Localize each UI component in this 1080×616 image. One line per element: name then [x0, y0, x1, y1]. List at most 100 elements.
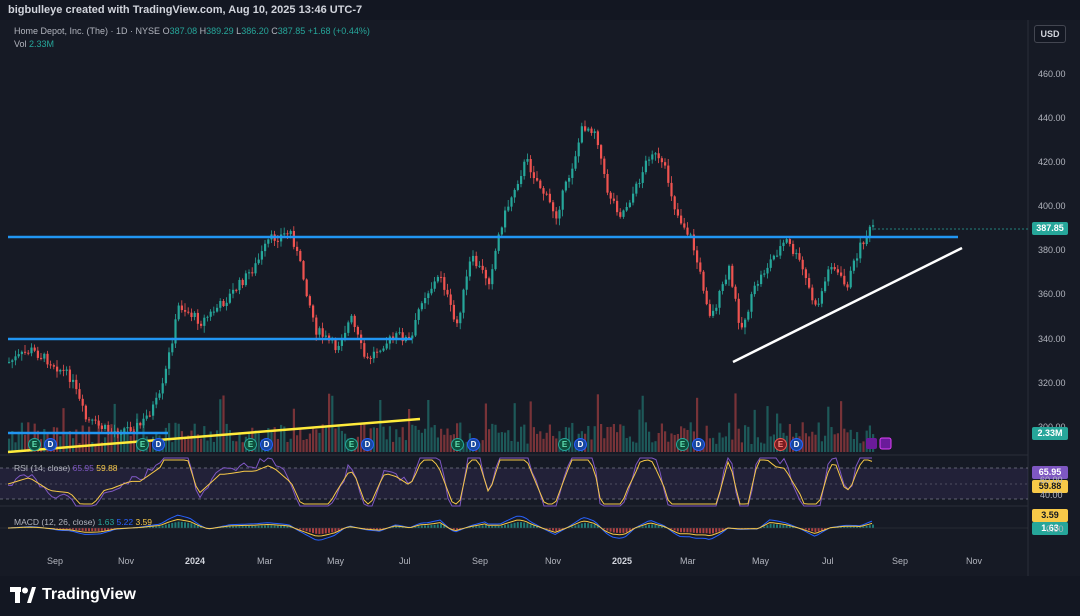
- candle-body: [177, 305, 180, 320]
- candle-body: [577, 142, 580, 157]
- volume-bar: [91, 442, 94, 452]
- macd-histogram-bar: [84, 528, 87, 532]
- macd-histogram-bar: [104, 528, 106, 531]
- volume-bar: [206, 440, 209, 452]
- price-chart-svg[interactable]: [0, 0, 1080, 576]
- earnings-marker[interactable]: E: [774, 438, 787, 451]
- macd-histogram-bar: [148, 526, 151, 528]
- volume-bar: [276, 438, 279, 452]
- macd-histogram-bar: [504, 525, 506, 528]
- dividend-marker[interactable]: D: [790, 438, 803, 451]
- candle-body: [465, 276, 468, 290]
- volume-bar: [168, 423, 171, 452]
- macd-histogram-bar: [673, 528, 676, 531]
- macd-histogram-bar: [852, 526, 855, 528]
- earnings-marker[interactable]: E: [676, 438, 689, 451]
- candle-body: [155, 397, 158, 405]
- macd-histogram-bar: [856, 526, 858, 528]
- macd-histogram-bar: [427, 525, 430, 528]
- tradingview-logo[interactable]: TradingView: [10, 584, 136, 606]
- earnings-marker[interactable]: E: [28, 438, 41, 451]
- candle-body: [686, 227, 689, 235]
- macd-histogram-bar: [334, 528, 337, 532]
- volume-bar: [596, 394, 599, 452]
- macd-histogram-bar: [97, 528, 100, 531]
- macd-histogram-bar: [488, 525, 490, 528]
- rsi-legend: RSI (14, close) 65.95 59.88: [14, 463, 118, 473]
- dividend-marker[interactable]: D: [152, 438, 165, 451]
- candle-body: [488, 278, 491, 285]
- macd-histogram-bar: [644, 525, 647, 528]
- macd-histogram-bar: [184, 522, 186, 528]
- volume-bar: [385, 439, 388, 452]
- candle-body: [20, 351, 23, 355]
- volume-bar: [398, 437, 401, 452]
- volume-bar: [331, 395, 334, 452]
- candle-body: [872, 225, 875, 227]
- volume-bar: [801, 422, 804, 452]
- dividend-marker[interactable]: D: [467, 438, 480, 451]
- dividend-marker[interactable]: D: [692, 438, 705, 451]
- chart-area[interactable]: [0, 20, 1080, 576]
- dividend-marker[interactable]: D: [574, 438, 587, 451]
- dividend-marker[interactable]: D: [361, 438, 374, 451]
- macd-histogram-bar: [721, 528, 724, 531]
- candle-body: [238, 279, 241, 291]
- candle-body: [308, 296, 311, 306]
- volume-bar: [427, 399, 430, 452]
- earnings-marker[interactable]: E: [136, 438, 149, 451]
- macd-histogram-bar: [244, 526, 247, 528]
- volume-bar: [708, 438, 711, 452]
- volume-bar: [72, 438, 75, 452]
- candle-body: [520, 176, 523, 184]
- dividend-marker[interactable]: D: [44, 438, 57, 451]
- candle-body: [459, 312, 462, 324]
- candle-body: [24, 351, 27, 353]
- open-value: 387.08: [169, 26, 198, 36]
- candle-body: [635, 183, 638, 194]
- macd-histogram-bar: [315, 528, 318, 534]
- volume-bar: [600, 423, 603, 452]
- candle-body: [852, 260, 855, 271]
- volume-bar: [225, 423, 228, 452]
- macd-histogram-bar: [200, 526, 202, 528]
- currency-button[interactable]: USD: [1034, 25, 1066, 43]
- candle-body: [408, 336, 411, 339]
- rsi-tag: 65.95: [1032, 466, 1068, 479]
- macd-histogram-bar: [193, 524, 196, 528]
- volume-bar: [257, 433, 260, 452]
- candle-body: [475, 255, 478, 267]
- candle-body: [648, 159, 651, 161]
- candle-body: [161, 383, 164, 394]
- macd-histogram-bar: [715, 528, 718, 533]
- candle-body: [737, 298, 740, 323]
- macd-histogram-bar: [452, 528, 455, 530]
- macd-histogram-bar: [577, 524, 580, 528]
- macd-histogram-bar: [366, 528, 369, 529]
- macd-histogram-bar: [705, 528, 708, 534]
- volume-bar: [644, 422, 647, 452]
- earnings-marker[interactable]: E: [244, 438, 257, 451]
- candle-body: [324, 335, 327, 337]
- candle-body: [574, 156, 577, 169]
- volume-bar: [305, 439, 308, 452]
- volume-bar: [209, 431, 212, 452]
- dividend-marker[interactable]: D: [260, 438, 273, 451]
- earnings-marker[interactable]: E: [345, 438, 358, 451]
- macd-histogram-bar: [459, 528, 462, 530]
- macd-histogram-bar: [708, 528, 711, 534]
- macd-histogram-bar: [619, 528, 622, 534]
- macd-histogram-bar: [267, 525, 270, 528]
- time-axis-label: May: [752, 556, 770, 566]
- earnings-marker[interactable]: E: [451, 438, 464, 451]
- volume-bar: [328, 393, 331, 452]
- candle-body: [97, 420, 100, 426]
- candle-body: [321, 328, 324, 337]
- volume-bar: [820, 441, 823, 452]
- volume-bar: [548, 424, 551, 452]
- candle-body: [625, 207, 628, 211]
- candle-body: [427, 293, 430, 299]
- macd-histogram-bar: [628, 528, 631, 531]
- earnings-marker[interactable]: E: [558, 438, 571, 451]
- volume-bar: [824, 435, 827, 452]
